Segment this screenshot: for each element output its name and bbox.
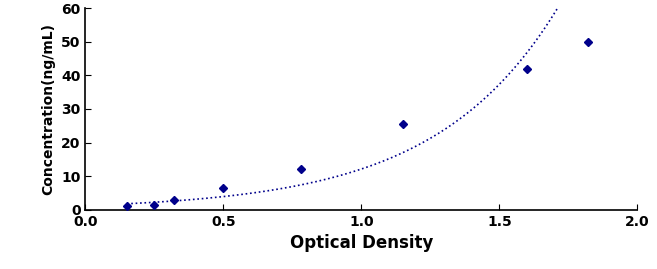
- Y-axis label: Concentration(ng/mL): Concentration(ng/mL): [41, 23, 56, 195]
- X-axis label: Optical Density: Optical Density: [290, 234, 433, 252]
